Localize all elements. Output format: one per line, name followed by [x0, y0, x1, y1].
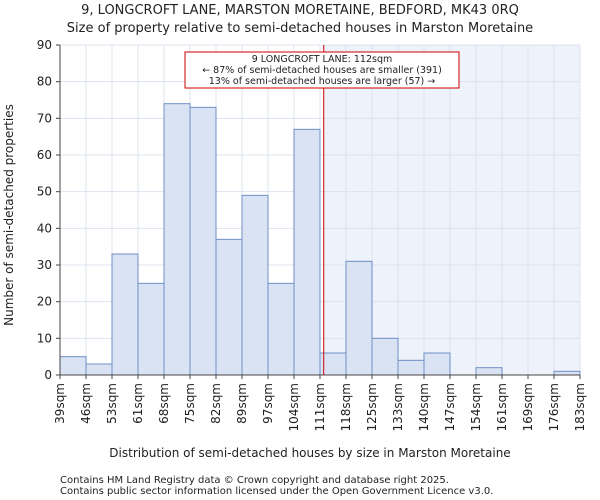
x-tick-label: 125sqm	[365, 383, 379, 431]
annotation-line-2: ← 87% of semi-detached houses are smalle…	[202, 65, 442, 76]
bar	[267, 282, 295, 376]
bar	[215, 238, 243, 376]
bar	[59, 356, 87, 376]
bar	[371, 337, 399, 376]
x-tick-label: 61sqm	[131, 383, 145, 424]
bar	[397, 359, 425, 376]
bar	[85, 363, 113, 376]
y-tick-label: 0	[44, 368, 52, 382]
x-tick-label: 75sqm	[183, 383, 197, 424]
y-tick-label: 80	[37, 75, 52, 89]
y-tick-label: 30	[37, 258, 52, 272]
x-tick-label: 183sqm	[573, 383, 587, 431]
bar	[163, 103, 191, 376]
y-tick-label: 70	[37, 111, 52, 125]
annotation-box	[184, 51, 460, 89]
y-tick-label: 20	[37, 295, 52, 309]
x-tick-label: 82sqm	[209, 383, 223, 424]
x-tick-label: 147sqm	[443, 383, 457, 431]
x-tick-label: 39sqm	[53, 383, 67, 424]
x-tick-label: 176sqm	[547, 383, 561, 431]
y-tick-label: 60	[37, 148, 52, 162]
y-axis-label: Number of semi-detached properties	[2, 104, 16, 326]
x-tick-label: 104sqm	[287, 383, 301, 431]
x-tick-label: 140sqm	[417, 383, 431, 431]
x-tick-label: 161sqm	[495, 383, 509, 431]
bar	[553, 370, 581, 376]
x-tick-label: 118sqm	[339, 383, 353, 431]
y-tick-label: 50	[37, 185, 52, 199]
x-tick-label: 97sqm	[261, 383, 275, 424]
footer-line-1: Contains HM Land Registry data © Crown c…	[60, 475, 449, 486]
x-tick-label: 111sqm	[313, 383, 327, 431]
plot-area: 0 10 20 30 40 50 60 70 80 90 39sqm 46sqm 53sqm 61sqm 6…	[37, 38, 587, 431]
x-tick-label: 53sqm	[105, 383, 119, 424]
y-tick-label: 10	[37, 331, 52, 345]
annotation-line-1: 9 LONGCROFT LANE: 112sqm	[252, 54, 393, 65]
x-tick-label: 89sqm	[235, 383, 249, 424]
bar	[111, 253, 139, 376]
bar	[241, 194, 269, 376]
x-axis-label: Distribution of semi-detached houses by …	[109, 446, 510, 460]
y-tick-label: 90	[37, 38, 52, 52]
bar	[293, 128, 321, 376]
bar	[423, 352, 451, 376]
chart-subtitle: Size of property relative to semi-detach…	[67, 21, 533, 36]
x-tick-label: 169sqm	[521, 383, 535, 431]
footer-line-2: Contains public sector information licen…	[60, 486, 493, 497]
x-tick-label: 154sqm	[469, 383, 483, 431]
bar	[137, 282, 165, 376]
x-tick-label: 46sqm	[79, 383, 93, 424]
annotation-line-3: 13% of semi-detached houses are larger (…	[209, 76, 436, 87]
chart-title: 9, LONGCROFT LANE, MARSTON MORETAINE, BE…	[81, 3, 519, 18]
x-tick-label: 133sqm	[391, 383, 405, 431]
bar	[189, 106, 217, 376]
bar	[475, 367, 503, 376]
x-tick-label: 68sqm	[157, 383, 171, 424]
bar	[345, 260, 373, 376]
y-tick-label: 40	[37, 221, 52, 235]
